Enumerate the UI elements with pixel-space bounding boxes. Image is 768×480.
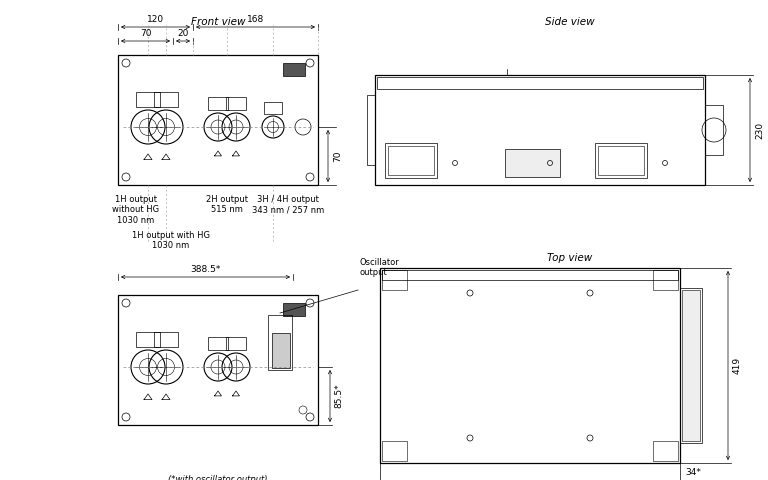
Bar [680, 288, 702, 443]
Bar [380, 268, 680, 463]
Text: 1H output
without HG
1030 nm: 1H output without HG 1030 nm [112, 195, 160, 225]
Bar [382, 270, 407, 290]
Bar [283, 303, 305, 316]
Text: Front view: Front view [190, 17, 245, 27]
Text: 388.5*: 388.5* [190, 265, 220, 274]
Text: 70: 70 [333, 150, 342, 162]
Bar [653, 270, 678, 290]
Text: 230: 230 [755, 121, 764, 139]
Bar [382, 441, 407, 461]
Bar [154, 332, 178, 347]
Text: 20: 20 [177, 29, 189, 38]
Text: 1H output with HG
1030 nm: 1H output with HG 1030 nm [132, 231, 210, 251]
Text: 34*: 34* [685, 468, 701, 477]
Bar [272, 333, 290, 368]
Bar [598, 146, 644, 175]
Bar [367, 95, 375, 165]
Bar [118, 55, 318, 185]
Bar [264, 102, 282, 114]
Bar [268, 315, 292, 370]
Text: Top view: Top view [548, 253, 593, 263]
Bar [377, 77, 703, 89]
Bar [505, 149, 560, 177]
Text: 419: 419 [733, 357, 742, 374]
Bar [382, 270, 678, 280]
Text: 120: 120 [147, 15, 164, 24]
Bar [136, 332, 160, 347]
Bar [595, 143, 647, 178]
Text: 3H / 4H output
343 nm / 257 nm: 3H / 4H output 343 nm / 257 nm [252, 195, 324, 215]
Bar [653, 441, 678, 461]
Text: 70: 70 [140, 29, 151, 38]
Bar [118, 295, 318, 425]
Bar [385, 143, 437, 178]
Bar [154, 92, 178, 107]
Text: 85.5*: 85.5* [334, 384, 343, 408]
Bar [208, 97, 228, 110]
Bar [388, 146, 434, 175]
Text: 2H output
515 nm: 2H output 515 nm [206, 195, 248, 215]
Bar [226, 337, 246, 350]
Text: Oscillator
output: Oscillator output [360, 258, 400, 277]
Text: Side view: Side view [545, 17, 594, 27]
Bar [226, 97, 246, 110]
Text: 168: 168 [247, 15, 264, 24]
Text: (*with oscillator output): (*with oscillator output) [168, 475, 268, 480]
Bar [682, 290, 700, 441]
Bar [136, 92, 160, 107]
Bar [283, 63, 305, 76]
Bar [375, 75, 705, 185]
Bar [705, 105, 723, 155]
Bar [208, 337, 228, 350]
